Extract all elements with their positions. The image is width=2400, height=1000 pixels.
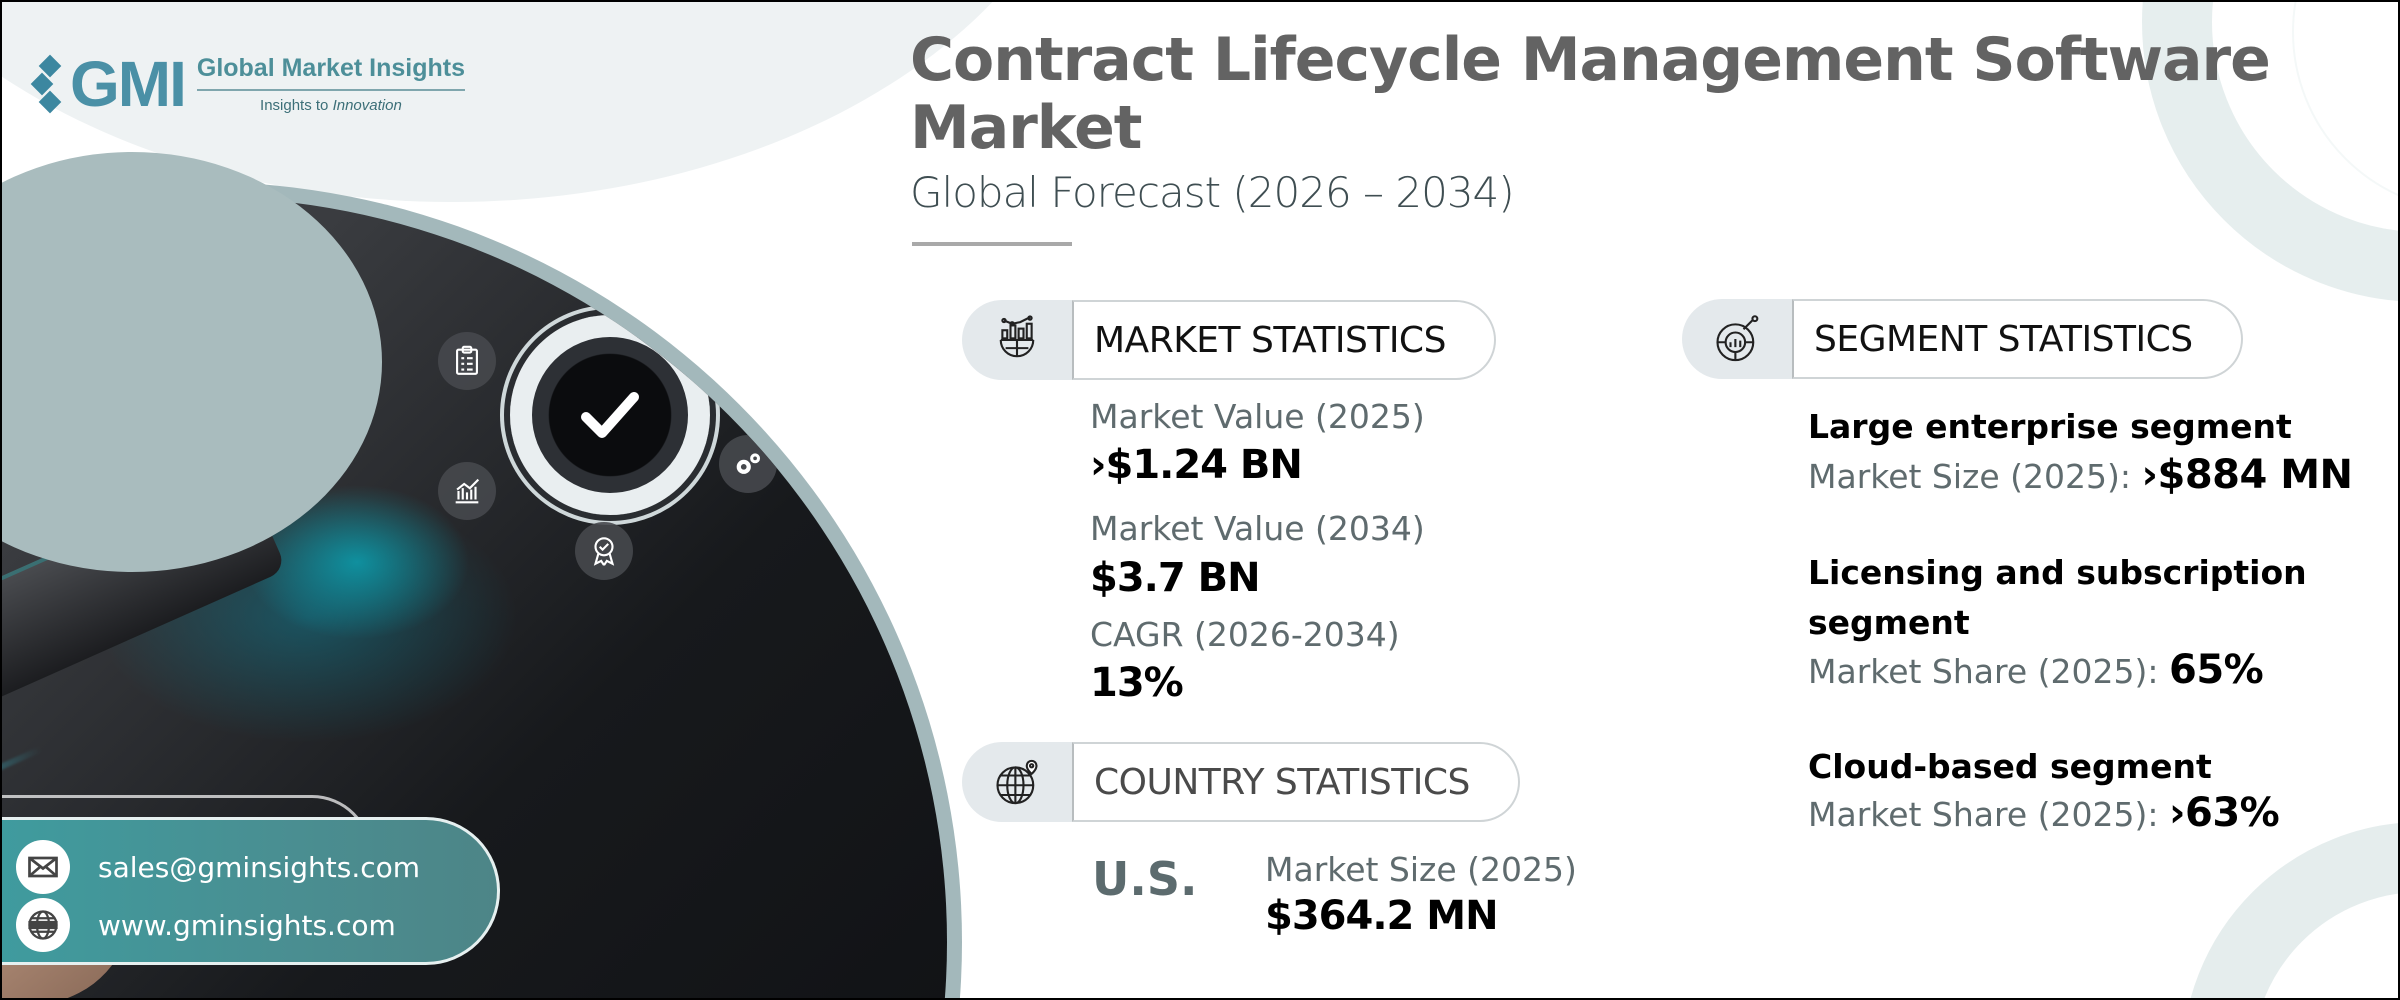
- chart-globe-icon: [962, 300, 1072, 380]
- segment-line-large-enterprise: Market Size (2025): ›$884 MN: [1808, 452, 2353, 498]
- pie-chart-icon: [1682, 299, 1792, 379]
- logo-gmi-text: GMI: [70, 48, 187, 120]
- country-market-size-label: Market Size (2025): [1265, 850, 1577, 889]
- segment-label: Market Share (2025):: [1808, 652, 2159, 691]
- checkmark-dial-icon: [510, 315, 710, 515]
- segment-value: ›$884 MN: [2141, 452, 2354, 498]
- globe-pin-icon: [962, 742, 1072, 822]
- market-statistics-title: MARKET STATISTICS: [1072, 300, 1496, 380]
- segment-value: ›63%: [2169, 790, 2280, 836]
- www-globe-icon: [16, 898, 70, 952]
- envelope-icon: [16, 840, 70, 894]
- stat-value-2025: ›$1.24 BN: [1090, 442, 1303, 488]
- logo-tagline: Insights to Innovation: [260, 97, 402, 114]
- country-market-size-value: $364.2 MN: [1265, 893, 1499, 939]
- segment-label: Market Size (2025):: [1808, 457, 2132, 496]
- gears-icon: [719, 435, 777, 493]
- website-text: www.gminsights.com: [98, 908, 396, 942]
- logo-diamonds-icon: [30, 54, 66, 114]
- segment-title-large-enterprise: Large enterprise segment: [1808, 407, 2292, 446]
- segment-statistics-header: SEGMENT STATISTICS: [1682, 299, 2243, 379]
- award-badge-icon: [575, 522, 633, 580]
- tagline-prefix: Insights to: [260, 97, 329, 114]
- logo-wordmark: Global Market Insights Insights to Innov…: [196, 54, 465, 114]
- stat-label-cagr: CAGR (2026-2034): [1090, 615, 1400, 654]
- segment-label: Market Share (2025):: [1808, 795, 2159, 834]
- market-statistics-header: MARKET STATISTICS: [962, 300, 1496, 380]
- tagline-emphasis: Innovation: [332, 97, 402, 114]
- decorative-arc-bottom-right: [2182, 822, 2398, 998]
- logo-name: Global Market Insights: [196, 54, 465, 91]
- stat-value-cagr: 13%: [1090, 660, 1184, 706]
- segment-title-cloud: Cloud-based segment: [1808, 747, 2212, 786]
- segment-title-licensing: Licensing and subscription segment: [1808, 553, 2307, 642]
- contact-pill: sales@gminsights.com www.gminsights.com: [2, 817, 500, 965]
- stat-value-2034: $3.7 BN: [1090, 555, 1261, 601]
- country-statistics-title: COUNTRY STATISTICS: [1072, 742, 1520, 822]
- segment-statistics-title: SEGMENT STATISTICS: [1792, 299, 2243, 379]
- bar-chart-icon: [438, 462, 496, 520]
- gmi-logo[interactable]: GMI Global Market Insights Insights to I…: [30, 48, 465, 120]
- stat-label-value-2025: Market Value (2025): [1090, 397, 1425, 436]
- email-text: sales@gminsights.com: [98, 850, 421, 884]
- stat-label-value-2034: Market Value (2034): [1090, 509, 1425, 548]
- website-link[interactable]: www.gminsights.com: [16, 898, 396, 952]
- page-title: Contract Lifecycle Management Software M…: [910, 25, 2271, 163]
- clipboard-icon: [438, 332, 496, 390]
- country-name: U.S.: [1092, 852, 1198, 906]
- title-divider: [912, 242, 1072, 246]
- logo-mark: GMI: [30, 48, 187, 120]
- page-subtitle: Global Forecast (2026 – 2034): [910, 168, 1515, 217]
- segment-value: 65%: [2169, 647, 2264, 693]
- segment-line-cloud: Market Share (2025): ›63%: [1808, 790, 2280, 836]
- segment-line-licensing: Market Share (2025): 65%: [1808, 647, 2264, 693]
- country-statistics-header: COUNTRY STATISTICS: [962, 742, 1520, 822]
- email-link[interactable]: sales@gminsights.com: [16, 840, 420, 894]
